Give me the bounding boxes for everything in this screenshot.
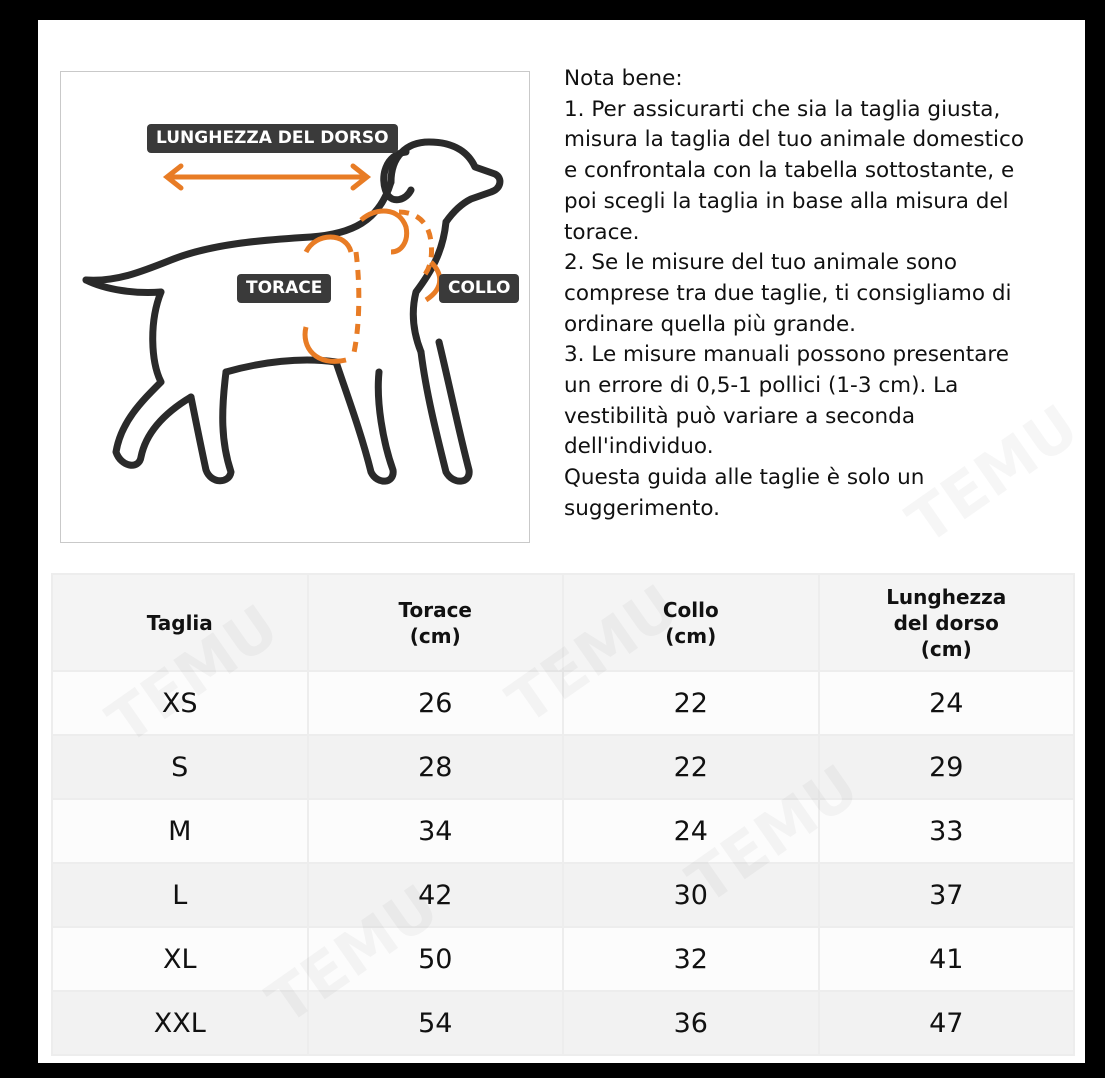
notes-line: Questa guida alle taglie è solo un	[564, 465, 925, 491]
cell-back-length: 29	[817, 734, 1075, 800]
header-size: Taglia	[51, 573, 309, 672]
header-line: Collo	[662, 597, 719, 622]
header-chest: Torace (cm)	[306, 573, 564, 672]
table-row: M 34 24 33	[51, 798, 1075, 864]
cell-size: L	[51, 862, 309, 928]
cell-neck: 36	[562, 990, 820, 1056]
cell-chest: 34	[306, 798, 564, 864]
cell-size: M	[51, 798, 309, 864]
header-line: Lunghezza	[886, 584, 1007, 609]
header-line: del dorso	[893, 610, 999, 635]
cell-chest: 50	[306, 926, 564, 992]
notes-line: 2. Se le misure del tuo animale sono	[564, 250, 958, 276]
chest-top-arrow	[303, 234, 354, 254]
notes-line: 3. Le misure manuali possono presentare	[564, 342, 1009, 368]
notes-line: torace.	[564, 219, 640, 245]
notes-line: dell'individuo.	[564, 434, 714, 460]
back-length-label: LUNGHEZZA DEL DORSO	[147, 124, 398, 153]
header-back-length: Lunghezza del dorso (cm)	[817, 573, 1075, 672]
cell-back-length: 37	[817, 862, 1075, 928]
chest-label: TORACE	[237, 274, 332, 303]
notes-line: 1. Per assicurarti che sia la taglia giu…	[564, 96, 1001, 122]
neck-label: COLLO	[439, 274, 520, 303]
notes-line: misura la taglia del tuo animale domesti…	[564, 127, 1024, 153]
cell-size: S	[51, 734, 309, 800]
cell-size: XL	[51, 926, 309, 992]
cell-neck: 22	[562, 670, 820, 736]
dog-measurement-diagram: LUNGHEZZA DEL DORSO TORACE COLLO	[60, 71, 530, 543]
header-line: Torace	[398, 597, 472, 622]
header-line: (cm)	[409, 623, 461, 648]
notes-line: e confrontala con la tabella sottostante…	[564, 158, 1015, 184]
notes-line: ordinare quella più grande.	[564, 311, 857, 337]
cell-chest: 26	[306, 670, 564, 736]
notes-line: un errore di 0,5-1 pollici (1-3 cm). La	[564, 373, 959, 399]
header-line: Taglia	[146, 610, 213, 635]
cell-neck: 30	[562, 862, 820, 928]
cell-neck: 24	[562, 798, 820, 864]
table-header-row: Taglia Torace (cm) Collo (cm) Lunghezza …	[51, 573, 1075, 672]
size-notes: Nota bene: 1. Per assicurarti che sia la…	[564, 64, 1074, 525]
table-row: XL 50 32 41	[51, 926, 1075, 992]
notes-line: suggerimento.	[564, 495, 721, 521]
cell-back-length: 24	[817, 670, 1075, 736]
header-line: (cm)	[665, 623, 717, 648]
table-row: L 42 30 37	[51, 862, 1075, 928]
cell-back-length: 41	[817, 926, 1075, 992]
table-row: S 28 22 29	[51, 734, 1075, 800]
cell-chest: 42	[306, 862, 564, 928]
header-neck: Collo (cm)	[562, 573, 820, 672]
table-row: XXL 54 36 47	[51, 990, 1075, 1056]
cell-neck: 32	[562, 926, 820, 992]
dog-illustration	[82, 138, 504, 485]
size-guide-card: LUNGHEZZA DEL DORSO TORACE COLLO Nota be…	[38, 20, 1085, 1063]
cell-size: XXL	[51, 990, 309, 1056]
cell-neck: 22	[562, 734, 820, 800]
chest-dashed-line	[350, 251, 362, 358]
size-table: Taglia Torace (cm) Collo (cm) Lunghezza …	[51, 573, 1075, 1056]
cell-back-length: 47	[817, 990, 1075, 1056]
notes-title: Nota bene:	[564, 66, 683, 91]
neck-dashed-line	[398, 209, 434, 279]
dog-outline	[82, 138, 504, 485]
cell-chest: 28	[306, 734, 564, 800]
back-length-arrow	[162, 163, 372, 191]
cell-size: XS	[51, 670, 309, 736]
header-line: (cm)	[920, 636, 972, 661]
cell-chest: 54	[306, 990, 564, 1056]
cell-back-length: 33	[817, 798, 1075, 864]
notes-line: comprese tra due taglie, ti consigliamo …	[564, 280, 1012, 306]
notes-line: poi scegli la taglia in base alla misura…	[564, 188, 1009, 214]
notes-line: vestibilità può variare a seconda	[564, 403, 916, 429]
neck-loop-arrow	[359, 208, 410, 255]
chest-bottom-arrow	[302, 326, 347, 364]
table-row: XS 26 22 24	[51, 670, 1075, 736]
